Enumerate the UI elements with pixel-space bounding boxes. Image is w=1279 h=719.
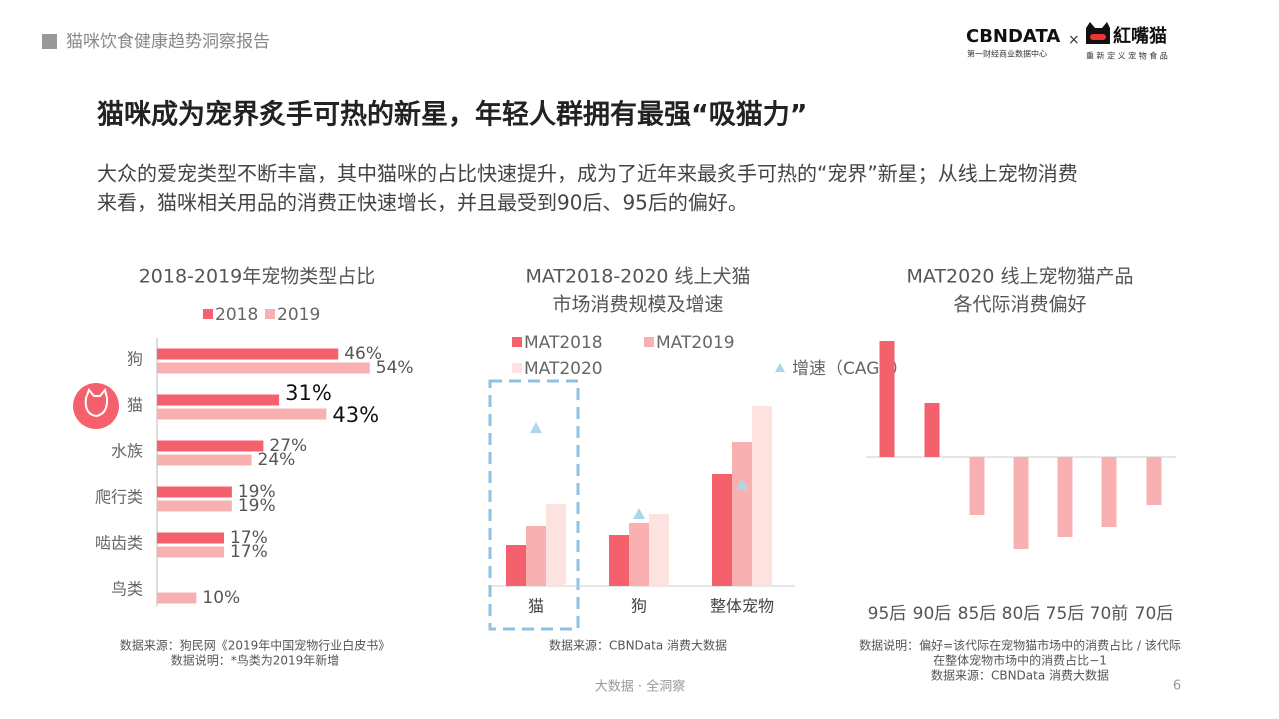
bar <box>1146 457 1162 505</box>
bar <box>526 526 546 586</box>
bar <box>629 523 649 586</box>
bar <box>924 403 940 457</box>
bar <box>157 348 339 360</box>
bar <box>506 545 526 586</box>
legend-marker <box>775 363 785 372</box>
bar <box>1057 457 1073 537</box>
report-title: 猫咪饮食健康趋势洞察报告 <box>66 32 270 52</box>
category-label: 85后 <box>958 604 997 624</box>
bar <box>157 532 224 544</box>
category-label: 75后 <box>1046 604 1085 624</box>
cagr-marker <box>633 508 645 519</box>
bar <box>752 406 772 586</box>
value-label: 24% <box>258 450 296 470</box>
bar <box>157 362 370 374</box>
bar <box>157 408 327 420</box>
cagr-marker <box>530 422 542 433</box>
category-label: 猫 <box>528 597 544 616</box>
legend-label: MAT2020 <box>524 359 603 379</box>
partner: 紅嘴猫 <box>1113 25 1167 47</box>
bar <box>157 500 232 512</box>
bar <box>157 440 264 452</box>
cagr-marker <box>736 479 748 490</box>
brand: CBNDATA <box>966 26 1060 47</box>
times: × <box>1068 32 1080 48</box>
value-label: 31% <box>285 381 332 405</box>
category-label: 95后 <box>868 604 907 624</box>
legend-label: 2018 <box>215 305 258 325</box>
partner-logo <box>1086 22 1110 44</box>
chart-title: MAT2020 线上宠物猫产品 <box>907 266 1134 288</box>
logo-mouth <box>1090 34 1106 40</box>
value-label: 46% <box>344 344 382 364</box>
note: 数据说明：*鸟类为2019年新增 <box>171 653 340 668</box>
value-label: 19% <box>238 482 276 502</box>
intro-line: 大众的爱宠类型不断丰富，其中猫咪的占比快速提升，成为了近年来最炙手可热的“宠界”… <box>97 162 1078 186</box>
bar <box>609 535 629 586</box>
legend-swatch <box>203 309 213 319</box>
bar <box>712 474 732 586</box>
value-label: 43% <box>332 403 379 427</box>
legend-swatch <box>644 337 654 347</box>
note: 在整体宠物市场中的消费占比−1 <box>933 653 1107 668</box>
category-label: 猫 <box>127 396 143 415</box>
value-label: 17% <box>230 542 268 562</box>
note: 数据来源：CBNData 消费大数据 <box>931 668 1109 683</box>
cat-icon-face <box>84 387 109 418</box>
value-label: 19% <box>238 496 276 516</box>
category-label: 狗 <box>631 597 647 616</box>
bar <box>879 341 895 457</box>
category-label: 鸟类 <box>111 580 143 599</box>
bar <box>969 457 985 515</box>
bar <box>157 454 252 466</box>
partner-sub: 重 新 定 义 宠 物 食 品 <box>1086 51 1168 61</box>
bar <box>157 546 224 558</box>
legend-label: MAT2019 <box>656 333 735 353</box>
category-label: 整体宠物 <box>710 597 774 616</box>
legend-label: MAT2018 <box>524 333 603 353</box>
note: 数据来源：狗民网《2019年中国宠物行业白皮书》 <box>120 638 391 653</box>
legend-label: 增速（CAGR） <box>792 359 908 379</box>
bar <box>157 592 197 604</box>
value-label: 27% <box>269 436 307 456</box>
highlight-box <box>488 379 580 631</box>
chart-title: 各代际消费偏好 <box>953 294 1086 316</box>
bar <box>1013 457 1029 549</box>
cat-icon-circle <box>73 383 119 429</box>
category-label: 啮齿类 <box>95 534 143 553</box>
chart-title: 2018-2019年宠物类型占比 <box>139 266 376 288</box>
category-label: 水族 <box>111 442 143 461</box>
value-label: 10% <box>202 588 240 608</box>
legend-swatch <box>265 309 275 319</box>
brand-sub: 第一财经商业数据中心 <box>967 49 1047 59</box>
chart-title: 市场消费规模及增速 <box>552 294 723 316</box>
note: 数据说明：偏好=该代际在宠物猫市场中的消费占比 / 该代际 <box>859 638 1181 653</box>
bar <box>157 394 280 406</box>
bar <box>546 504 566 586</box>
bar <box>649 514 669 586</box>
value-label: 17% <box>230 528 268 548</box>
cat-icon <box>73 383 119 429</box>
page-number: 6 <box>1173 679 1181 694</box>
header-marker <box>42 34 57 49</box>
category-label: 70后 <box>1135 604 1174 624</box>
bar <box>157 486 232 498</box>
bar <box>732 442 752 586</box>
category-label: 70前 <box>1090 604 1129 624</box>
value-label: 54% <box>376 358 414 378</box>
note: 数据来源：CBNData 消费大数据 <box>549 638 727 653</box>
bar <box>1101 457 1117 527</box>
legend-label: 2019 <box>277 305 320 325</box>
headline: 猫咪成为宠界炙手可热的新星，年轻人群拥有最强“吸猫力” <box>97 99 808 131</box>
category-label: 80后 <box>1002 604 1041 624</box>
intro-line: 来看，猫咪相关用品的消费正快速增长，并且最受到90后、95后的偏好。 <box>97 191 748 215</box>
footer: 大数据 · 全洞察 <box>595 679 685 695</box>
chart-title: MAT2018-2020 线上犬猫 <box>525 266 750 288</box>
legend-swatch <box>512 363 522 373</box>
category-label: 爬行类 <box>95 488 143 507</box>
category-label: 90后 <box>913 604 952 624</box>
category-label: 狗 <box>127 350 143 369</box>
legend-swatch <box>512 337 522 347</box>
